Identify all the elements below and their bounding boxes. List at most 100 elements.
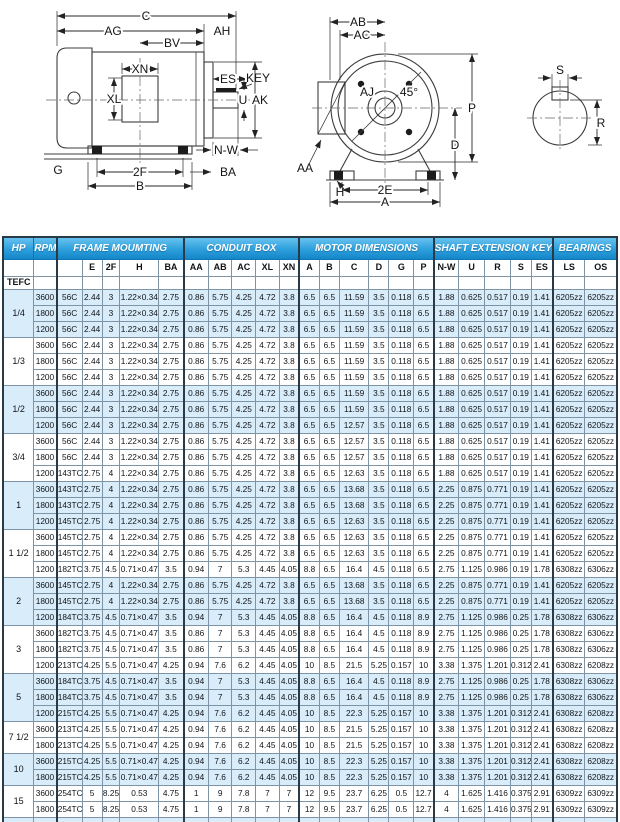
spec-cell: 0.875 [458, 497, 486, 514]
spec-cell: 1.22×0.34 [119, 369, 160, 386]
spec-cell: 0.19 [510, 353, 532, 370]
spec-cell: 6205zz [552, 481, 586, 498]
spec-cell: 7 [207, 609, 233, 626]
spec-cell: 4.25 [158, 705, 185, 722]
spec-cell: 1.78 [530, 625, 554, 642]
spec-cell: 11.59 [338, 321, 370, 338]
spec-cell: 6.5 [318, 481, 340, 498]
spec-cell: 12.63 [338, 465, 370, 482]
spec-cell: 0.94 [182, 689, 209, 706]
rpm-value: 1800 [33, 497, 58, 514]
dimension-diagrams: C AG AH BV XN XL ES KEY U AK [0, 0, 620, 236]
spec-cell: 0.19 [510, 305, 532, 322]
section-cell [458, 276, 486, 290]
spec-cell: 1.201 [484, 721, 512, 738]
column-header: 2F [101, 259, 121, 277]
spec-cell: 3.5 [158, 625, 185, 642]
spec-cell: 6.25 [368, 817, 390, 822]
spec-cell: 6.5 [318, 433, 340, 450]
spec-cell: 6308zz [552, 561, 586, 578]
spec-cell: 0.71×0.47 [119, 625, 160, 642]
spec-cell: 1.375 [458, 657, 486, 674]
spec-cell: 0.86 [182, 513, 209, 530]
rpm-value: 3600 [33, 817, 58, 822]
table-row: 10 3600 215TC 4.25 5.5 0.71×0.47 4.25 0.94 7.6 6.… [2, 753, 618, 786]
spec-cell: 4.25 [231, 321, 257, 338]
spec-cell: 4.72 [255, 337, 280, 354]
spec-cell: 2.75 [158, 305, 185, 322]
spec-cell: 4.5 [368, 673, 390, 690]
column-header: AC [231, 259, 257, 277]
spec-cell: 1.22×0.34 [119, 481, 160, 498]
spec-cell: 5.25 [368, 657, 390, 674]
spec-cell: 56C [55, 321, 83, 338]
spec-cell: 2.91 [530, 785, 554, 802]
spec-cell: 1.125 [458, 609, 486, 626]
spec-cell: 6205zz [552, 305, 586, 322]
spec-cell: 6205zz [584, 449, 618, 466]
spec-cell: 5.5 [101, 753, 121, 770]
spec-cell: 182TC [55, 561, 83, 578]
spec-cell: 0.19 [510, 529, 532, 546]
spec-cell: 0.71×0.47 [119, 673, 160, 690]
spec-cell: 21.5 [338, 737, 370, 754]
spec-cell: 3.5 [368, 369, 390, 386]
spec-cell: 56C [55, 417, 83, 434]
spec-cell: 0.517 [484, 385, 512, 402]
spec-cell: 2.75 [158, 385, 185, 402]
spec-cell: 3.38 [432, 737, 460, 754]
spec-cell: 0.53 [119, 817, 160, 822]
spec-cell: 10 [413, 769, 435, 786]
spec-cell: 4.05 [278, 625, 300, 642]
spec-cell: 4.72 [255, 321, 280, 338]
rpm-value: 3600 [33, 785, 58, 802]
spec-cell: 4.25 [231, 369, 257, 386]
spec-cell: 6309zz [552, 817, 586, 822]
spec-cell: 2.25 [432, 513, 460, 530]
spec-cell: 3.8 [278, 433, 300, 450]
spec-cell: 8.9 [413, 673, 435, 690]
spec-cell: 0.25 [510, 673, 532, 690]
spec-cell: 6205zz [584, 369, 618, 386]
spec-cell: 6205zz [552, 417, 586, 434]
spec-cell: 10 [298, 769, 320, 786]
spec-cell: 6309zz [584, 801, 618, 818]
spec-cell: 3.5 [368, 513, 390, 530]
spec-cell: 12.63 [338, 513, 370, 530]
spec-cell: 6.5 [298, 433, 320, 450]
spec-cell: 2.75 [432, 625, 460, 642]
spec-cell: 4.5 [368, 561, 390, 578]
spec-cell: 23.7 [338, 785, 370, 802]
spec-cell: 1.41 [530, 385, 554, 402]
spec-cell: 1.41 [530, 433, 554, 450]
spec-cell: 6.25 [368, 785, 390, 802]
rpm-value: 3600 [33, 625, 58, 642]
spec-cell: 1 [182, 801, 209, 818]
spec-cell: 5.5 [101, 769, 121, 786]
spec-cell: 4 [101, 465, 121, 482]
spec-cell: 12 [298, 785, 320, 802]
spec-cell: 1.22×0.34 [119, 465, 160, 482]
column-header: AB [207, 259, 233, 277]
spec-cell: 0.71×0.47 [119, 753, 160, 770]
spec-cell: 6.5 [318, 401, 340, 418]
spec-cell: 3.8 [278, 369, 300, 386]
spec-cell: 8.8 [298, 641, 320, 658]
spec-cell: 0.118 [388, 305, 415, 322]
spec-cell: 4.25 [81, 721, 103, 738]
spec-cell: 0.517 [484, 337, 512, 354]
spec-cell: 0.19 [510, 465, 532, 482]
spec-cell: 2.75 [432, 641, 460, 658]
spec-cell: 6205zz [584, 305, 618, 322]
spec-cell: 0.19 [510, 561, 532, 578]
spec-cell: 6.5 [318, 497, 340, 514]
spec-cell: 0.86 [182, 449, 209, 466]
spec-cell: 1.201 [484, 705, 512, 722]
dim-label-ba: BA [220, 165, 236, 179]
spec-cell: 1.22×0.34 [119, 305, 160, 322]
spec-cell: 3.8 [278, 481, 300, 498]
spec-cell: 56C [55, 449, 83, 466]
spec-cell: 1.416 [484, 817, 512, 822]
spec-cell: 6.5 [298, 289, 320, 306]
shaft-end-drawing: S R [527, 61, 608, 152]
